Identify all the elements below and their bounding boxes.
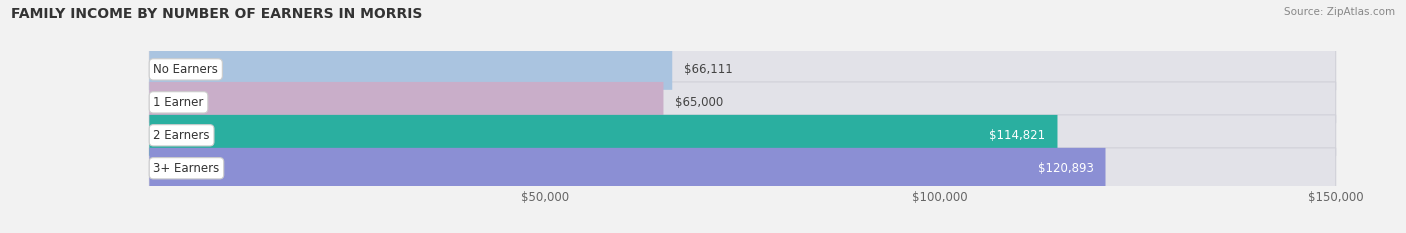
FancyBboxPatch shape [149, 49, 672, 90]
FancyBboxPatch shape [149, 82, 664, 123]
FancyBboxPatch shape [149, 148, 1336, 189]
FancyBboxPatch shape [149, 115, 1336, 156]
Text: 2 Earners: 2 Earners [153, 129, 209, 142]
Text: No Earners: No Earners [153, 63, 218, 76]
Text: 3+ Earners: 3+ Earners [153, 162, 219, 175]
Text: $65,000: $65,000 [675, 96, 724, 109]
FancyBboxPatch shape [149, 148, 1105, 189]
Text: $66,111: $66,111 [685, 63, 733, 76]
FancyBboxPatch shape [149, 82, 1336, 123]
FancyBboxPatch shape [149, 115, 1057, 156]
Text: $120,893: $120,893 [1038, 162, 1094, 175]
Text: Source: ZipAtlas.com: Source: ZipAtlas.com [1284, 7, 1395, 17]
Text: $114,821: $114,821 [990, 129, 1046, 142]
Text: 1 Earner: 1 Earner [153, 96, 204, 109]
FancyBboxPatch shape [149, 49, 1336, 90]
Text: FAMILY INCOME BY NUMBER OF EARNERS IN MORRIS: FAMILY INCOME BY NUMBER OF EARNERS IN MO… [11, 7, 423, 21]
